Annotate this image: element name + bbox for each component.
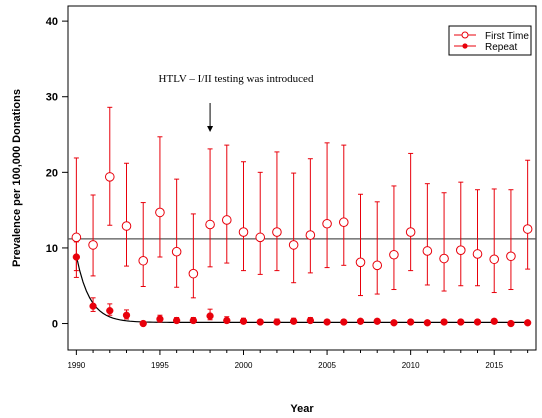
legend-swatch-marker	[461, 31, 469, 39]
data-point	[189, 316, 198, 325]
annotation-arrow-head	[207, 126, 214, 132]
annotation-text: HTLV – I/II testing was introduced	[159, 73, 314, 85]
x-tick-label: 2015	[485, 361, 503, 370]
data-point	[256, 318, 264, 326]
data-point	[373, 317, 381, 325]
data-point	[255, 232, 266, 243]
x-tick-label: 2010	[402, 361, 420, 370]
data-point	[405, 227, 416, 237]
data-point	[273, 318, 281, 326]
data-point	[71, 232, 82, 243]
series-1	[72, 241, 532, 328]
x-axis: 1990 1995 2000 2005 2010 2015	[67, 350, 529, 370]
data-point	[356, 317, 365, 325]
data-point	[188, 268, 199, 279]
data-point	[104, 172, 115, 182]
data-point	[171, 246, 182, 257]
data-point	[323, 318, 331, 326]
y-tick-label: 40	[46, 16, 58, 28]
y-axis-label: Prevalence per 100,000 Donations	[11, 89, 23, 267]
data-point	[138, 255, 149, 266]
data-point	[205, 219, 215, 230]
data-point	[472, 249, 483, 259]
data-point	[455, 245, 466, 256]
plot-border	[67, 5, 537, 351]
data-point	[457, 318, 465, 326]
data-point	[507, 319, 515, 328]
fit-curve	[75, 255, 528, 323]
data-point	[223, 316, 231, 325]
data-point	[156, 315, 164, 323]
data-point	[88, 240, 98, 250]
data-point	[338, 217, 349, 228]
x-tick-label: 1995	[151, 361, 169, 370]
data-point	[221, 215, 232, 225]
y-tick-label: 10	[46, 243, 58, 255]
y-axis: 0 10 20 30 40	[46, 16, 68, 331]
x-axis-label: Year	[290, 403, 314, 415]
data-point	[372, 260, 383, 271]
y-tick-label: 0	[52, 319, 58, 331]
data-point	[406, 318, 415, 326]
data-point	[322, 218, 332, 229]
plot-frame	[67, 5, 537, 351]
data-point	[389, 249, 399, 260]
x-tick-label: 2005	[318, 361, 336, 370]
y-tick-label: 30	[46, 92, 58, 104]
y-tick-label: 20	[46, 167, 58, 179]
data-point	[473, 318, 482, 326]
legend-label: First Time	[485, 31, 529, 42]
data-point	[523, 319, 532, 327]
series-layer	[71, 106, 533, 328]
legend-label: Repeat	[485, 42, 517, 53]
data-point	[272, 227, 282, 237]
legend-swatch-marker	[462, 43, 468, 49]
data-point	[340, 318, 348, 326]
data-point	[121, 221, 132, 231]
series-0	[71, 106, 533, 299]
x-tick-label: 2000	[235, 361, 253, 370]
data-point	[440, 318, 448, 326]
data-point	[288, 240, 299, 250]
data-point	[239, 317, 248, 325]
x-tick-label: 1990	[67, 361, 85, 370]
data-point	[423, 319, 432, 327]
data-point	[490, 317, 498, 325]
annotation-layer: HTLV – I/II testing was introduced	[159, 73, 314, 132]
data-point	[390, 319, 398, 327]
legend-box	[448, 25, 532, 56]
data-point	[439, 253, 449, 264]
data-point	[155, 207, 165, 218]
data-point	[89, 302, 97, 310]
data-point	[106, 307, 114, 315]
data-point	[238, 227, 249, 237]
data-point	[306, 316, 315, 325]
data-point	[506, 251, 516, 262]
data-point	[522, 224, 533, 234]
fit-curve-layer	[75, 255, 528, 323]
data-point	[422, 246, 433, 256]
data-point	[139, 319, 147, 328]
data-point	[172, 316, 181, 325]
data-point	[72, 253, 81, 261]
data-point	[289, 317, 298, 325]
data-point	[489, 254, 500, 265]
data-point	[355, 257, 366, 268]
data-point	[305, 230, 316, 240]
data-point	[206, 312, 214, 320]
data-point	[122, 311, 131, 319]
